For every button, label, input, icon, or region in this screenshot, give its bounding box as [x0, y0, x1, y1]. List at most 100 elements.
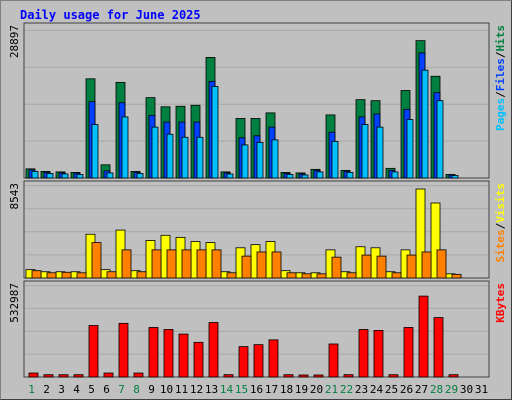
bar-pages-day-12 — [196, 136, 204, 179]
chart-title: Daily usage for June 2025 — [20, 8, 201, 22]
bar-sites-day-9 — [151, 249, 162, 279]
bar-kbytes-day-20 — [313, 374, 324, 378]
legend-entry: / — [494, 51, 507, 58]
x-tick-label-day-6: 6 — [103, 383, 110, 396]
bar-sites-day-13 — [211, 249, 222, 279]
bar-pages-day-7 — [121, 116, 129, 179]
bar-pages-day-4 — [76, 174, 84, 179]
legend-entry: Pages — [494, 98, 507, 131]
bar-pages-day-17 — [271, 139, 279, 179]
x-tick-label-day-1: 1 — [28, 383, 35, 396]
bar-kbytes-day-3 — [58, 374, 69, 378]
legend-entry: Visits — [494, 183, 507, 223]
x-tick-label-day-15: 15 — [235, 383, 248, 396]
x-tick-label-day-24: 24 — [370, 383, 384, 396]
x-tick-label-day-12: 12 — [190, 383, 203, 396]
bar-sites-day-17 — [271, 251, 282, 279]
bar-sites-day-6 — [106, 271, 117, 279]
bar-pages-day-6 — [106, 172, 114, 179]
bar-kbytes-day-7 — [118, 322, 129, 378]
y-max-label: 28897 — [8, 25, 21, 58]
bar-pages-day-23 — [361, 124, 369, 179]
bar-sites-day-16 — [256, 251, 267, 279]
bar-sites-day-29 — [451, 273, 462, 279]
legend: Pages/Files/Hits — [494, 25, 507, 131]
bar-sites-day-20 — [316, 273, 327, 279]
bar-pages-day-26 — [406, 119, 414, 179]
bar-kbytes-day-16 — [253, 344, 264, 378]
bar-kbytes-day-19 — [298, 374, 309, 378]
bar-sites-day-23 — [361, 254, 372, 279]
bar-pages-day-14 — [226, 173, 234, 179]
x-tick-label-day-26: 26 — [400, 383, 413, 396]
bar-kbytes-day-10 — [163, 329, 174, 378]
x-tick-label-day-4: 4 — [73, 383, 80, 396]
bar-pages-day-15 — [241, 144, 249, 179]
x-tick-label-day-13: 13 — [205, 383, 218, 396]
bar-sites-day-22 — [346, 272, 357, 279]
bar-kbytes-day-28 — [433, 317, 444, 378]
bar-sites-day-12 — [196, 249, 207, 279]
x-tick-label-day-22: 22 — [340, 383, 353, 396]
bar-pages-day-21 — [331, 140, 339, 179]
bar-kbytes-day-17 — [268, 339, 279, 378]
bar-kbytes-day-22 — [343, 374, 354, 378]
bar-sites-day-26 — [406, 254, 417, 279]
bar-sites-day-1 — [31, 270, 42, 279]
x-tick-label-day-21: 21 — [325, 383, 338, 396]
bar-pages-day-8 — [136, 173, 144, 179]
bar-sites-day-4 — [76, 272, 87, 279]
bar-sites-day-11 — [181, 249, 192, 279]
bar-pages-day-5 — [91, 124, 99, 179]
x-tick-label-day-14: 14 — [220, 383, 234, 396]
bar-kbytes-day-12 — [193, 341, 204, 378]
bar-kbytes-day-9 — [148, 327, 159, 378]
legend-entry: Hits — [494, 25, 507, 52]
x-tick-label-day-23: 23 — [355, 383, 368, 396]
bar-sites-day-19 — [301, 273, 312, 279]
bar-pages-day-25 — [391, 171, 399, 179]
bar-pages-day-20 — [316, 171, 324, 179]
bar-kbytes-day-8 — [133, 372, 144, 378]
bar-kbytes-day-26 — [403, 327, 414, 378]
bar-pages-day-27 — [421, 69, 429, 179]
legend-entry: Files — [494, 58, 507, 91]
bar-pages-day-2 — [46, 173, 54, 179]
x-tick-label-day-20: 20 — [310, 383, 323, 396]
x-tick-label-day-11: 11 — [175, 383, 188, 396]
bar-pages-day-18 — [286, 174, 294, 179]
x-tick-label-day-19: 19 — [295, 383, 308, 396]
bar-kbytes-day-21 — [328, 343, 339, 378]
bar-sites-day-3 — [61, 271, 72, 279]
bar-kbytes-day-24 — [373, 330, 384, 378]
bar-kbytes-day-15 — [238, 346, 249, 378]
bar-sites-day-2 — [46, 272, 57, 279]
bar-pages-day-1 — [31, 170, 39, 179]
bar-pages-day-28 — [436, 100, 444, 179]
x-tick-label-day-17: 17 — [265, 383, 278, 396]
y-max-label: 8543 — [8, 183, 21, 210]
legend-entry: / — [494, 222, 507, 229]
bar-pages-day-29 — [451, 175, 459, 179]
x-tick-label-day-28: 28 — [430, 383, 443, 396]
x-tick-label-day-5: 5 — [88, 383, 95, 396]
bar-kbytes-day-27 — [418, 295, 429, 378]
bar-sites-day-18 — [286, 272, 297, 279]
x-tick-label-day-2: 2 — [43, 383, 50, 396]
bar-pages-day-11 — [181, 136, 189, 179]
x-tick-label-day-10: 10 — [160, 383, 173, 396]
bar-visits-day-28 — [430, 202, 441, 279]
x-tick-label-day-3: 3 — [58, 383, 65, 396]
bar-kbytes-day-23 — [358, 329, 369, 378]
bar-sites-day-8 — [136, 271, 147, 279]
x-tick-label-day-25: 25 — [385, 383, 398, 396]
panel-visits-sites: 8543 Sites/Visits — [8, 180, 507, 279]
bar-kbytes-day-14 — [223, 374, 234, 378]
bar-pages-day-3 — [61, 173, 69, 179]
legend-entry: KBytes — [494, 283, 507, 323]
bar-sites-day-21 — [331, 256, 342, 279]
bar-pages-day-19 — [301, 174, 309, 179]
bar-kbytes-day-6 — [103, 372, 114, 378]
